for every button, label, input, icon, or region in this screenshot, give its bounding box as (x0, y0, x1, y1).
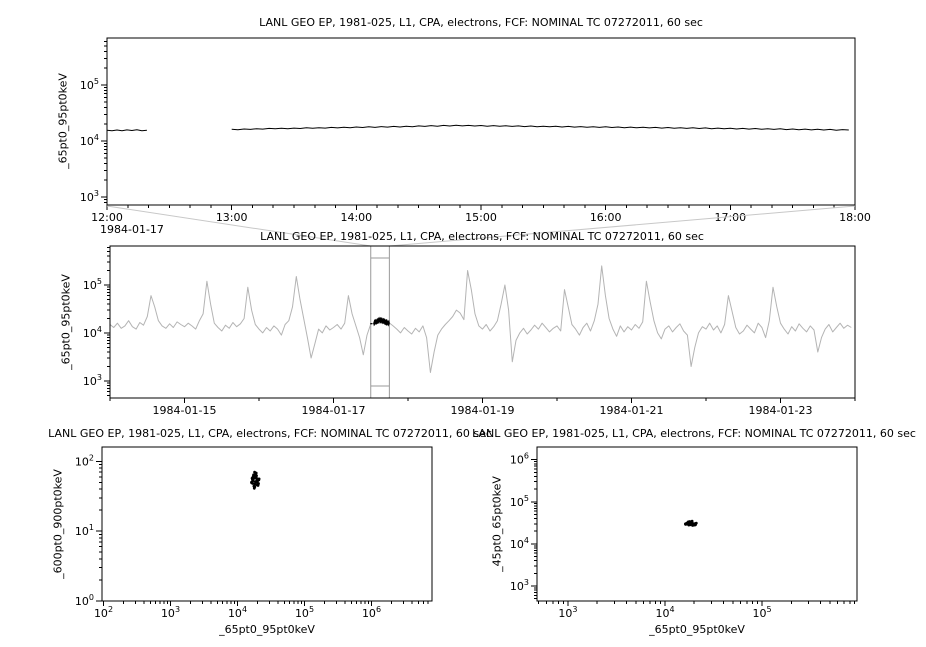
plot-title-context: LANL GEO EP, 1981-025, L1, CPA, electron… (260, 230, 704, 243)
y-axis-label-scatter-left[interactable]: _600pt0_900pt0keV (51, 469, 65, 579)
tick-label: 14:00 (340, 211, 372, 224)
data-point (255, 478, 259, 482)
plot-title-top: LANL GEO EP, 1981-025, L1, CPA, electron… (259, 16, 703, 29)
tick-label: 1984-01-21 (600, 404, 664, 417)
tick-label: 104 (228, 605, 247, 620)
tick-label: 1984-01-19 (451, 404, 515, 417)
tick-label: 106 (362, 605, 381, 620)
tick-label: 15:00 (465, 211, 497, 224)
zoom-connector-line (106, 205, 371, 247)
tick-label: 104 (655, 605, 674, 620)
time-axis-context-date: 1984-01-17 (100, 223, 164, 236)
tick-label: 105 (83, 277, 102, 292)
data-point (257, 477, 261, 481)
plot-panel-1[interactable]: 103 104 105 1984-01-15 1984-01-17 1984-01-19 1… (83, 205, 856, 417)
tick-label: 1984-01-15 (153, 404, 217, 417)
data-point (253, 485, 257, 489)
axis-frame (109, 245, 856, 399)
x-axis-label-scatter-left[interactable]: _65pt0_95pt0keV (219, 623, 315, 636)
tick-label: 16:00 (590, 211, 622, 224)
data-point (254, 471, 258, 475)
tick-label: 12:00 (91, 211, 123, 224)
tick-label: 100 (75, 593, 94, 608)
plot-panel-0[interactable]: 103 104 105 12:00 13:00 14:00 15:00 16:00 17:00 1… (80, 37, 871, 224)
plot-title-scatter-right: LANL GEO EP, 1981-025, L1, CPA, electron… (472, 427, 916, 440)
zoom-highlight-series (370, 323, 373, 325)
data-series (109, 265, 852, 373)
data-series (231, 124, 849, 131)
data-point (256, 482, 260, 486)
tick-label: 103 (558, 605, 577, 620)
data-point (254, 473, 258, 477)
tick-label: 103 (510, 578, 529, 593)
data-point (253, 480, 257, 484)
tick-label: 18:00 (839, 211, 871, 224)
tick-label: 103 (161, 605, 180, 620)
axis-frame (106, 37, 856, 206)
data-point (693, 522, 697, 526)
tick-label: 104 (510, 536, 529, 551)
tick-label: 102 (75, 453, 94, 468)
plot-title-scatter-left: LANL GEO EP, 1981-025, L1, CPA, electron… (48, 427, 492, 440)
tick-label: 105 (753, 605, 772, 620)
tick-label: 13:00 (216, 211, 248, 224)
tick-label: 103 (80, 189, 99, 204)
tick-label: 104 (83, 325, 102, 340)
zoom-highlight-series (373, 316, 390, 327)
tick-label: 1984-01-17 (302, 404, 366, 417)
plot-panel-2[interactable]: 100 101 102 102 103 104 105 106 (75, 446, 433, 620)
plot-panel-3[interactable]: 103 104 105 106 103 104 105 (510, 446, 858, 620)
tick-label: 106 (510, 452, 529, 467)
tick-label: 17:00 (714, 211, 746, 224)
tick-label: 1984-01-23 (749, 404, 813, 417)
tick-label: 102 (94, 605, 113, 620)
tick-label: 105 (510, 494, 529, 509)
x-axis-label-scatter-right[interactable]: _65pt0_95pt0keV (649, 623, 745, 636)
tick-label: 105 (295, 605, 314, 620)
tick-label: 101 (75, 523, 94, 538)
data-series (106, 129, 147, 132)
y-axis-label-scatter-right[interactable]: _45pt0_65pt0keV (490, 476, 504, 572)
data-point (250, 480, 253, 484)
tick-label: 104 (80, 133, 99, 148)
y-axis-label-top[interactable]: _65pt0_95pt0keV (56, 73, 70, 169)
tick-label: 105 (80, 77, 99, 92)
zoom-connector-line (389, 205, 856, 247)
tick-label: 103 (83, 373, 102, 388)
data-point (690, 521, 693, 525)
data-point (684, 522, 687, 526)
data-point (253, 476, 257, 480)
axis-frame (101, 446, 433, 602)
y-axis-label-context[interactable]: _65pt0_95pt0keV (59, 274, 73, 370)
